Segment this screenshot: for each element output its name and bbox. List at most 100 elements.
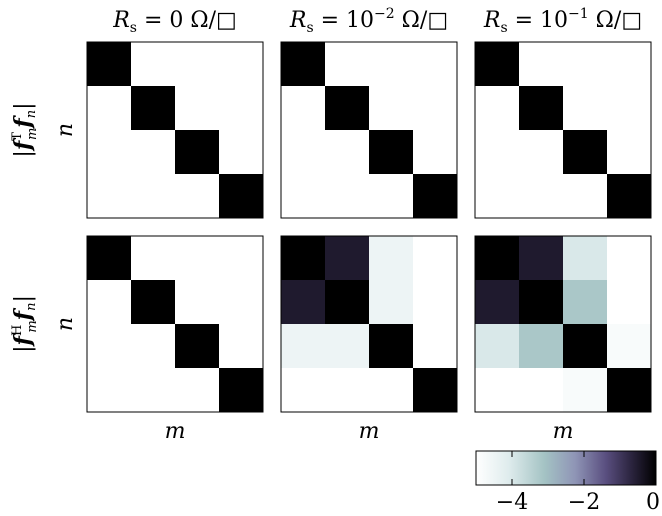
cell-r1-c3-1-3 [563,42,608,87]
cell-r2-c1-2-2 [131,280,176,325]
cell-r2-c2-1-1 [281,236,326,281]
cell-r2-c3-4-1 [475,368,520,413]
cell-r1-c2-4-2 [325,174,370,219]
cell-r1-c2-3-3 [369,130,414,175]
colorbar-gradient [475,450,657,486]
cell-r2-c2-1-3 [369,236,414,281]
colorbar-tick-label-2: −2 [568,490,600,515]
panel-r2-c2 [280,235,458,413]
cell-r2-c3-4-3 [563,368,608,413]
panel-frame-r1-c3 [474,41,652,219]
cell-r1-c1-2-1 [87,86,132,131]
cell-r2-c2-2-3 [369,280,414,325]
cell-r1-c2-4-3 [369,174,414,219]
cell-r2-c3-3-1 [475,324,520,369]
cell-r1-c3-3-3 [563,130,608,175]
cell-r1-c1-3-2 [131,130,176,175]
y-axis-label-row-2: n [53,317,78,331]
cell-r2-c1-4-4 [219,368,264,413]
cell-r2-c1-3-1 [87,324,132,369]
cell-r2-c1-3-4 [219,324,264,369]
cell-r2-c1-2-4 [219,280,264,325]
column-title-1: Rs = 0 Ω/□ [112,8,237,36]
cell-r2-c1-1-4 [219,236,264,281]
cell-r2-c1-4-3 [175,368,220,413]
panel-r2-c1 [86,235,264,413]
cell-r2-c3-3-2 [519,324,564,369]
cell-r2-c2-4-1 [281,368,326,413]
cell-r1-c1-3-1 [87,130,132,175]
cell-r1-c3-3-4 [607,130,652,175]
cell-r1-c1-4-4 [219,174,264,219]
cell-r1-c1-3-4 [219,130,264,175]
cell-r2-c3-1-4 [607,236,652,281]
cell-r2-c2-2-4 [413,280,458,325]
cell-r2-c2-4-4 [413,368,458,413]
cell-r2-c3-3-4 [607,324,652,369]
panel-r1-c2 [280,41,458,219]
cell-r1-c1-4-2 [131,174,176,219]
cell-r1-c1-4-1 [87,174,132,219]
panel-frame-r1-c2 [280,41,458,219]
cell-r1-c1-2-3 [175,86,220,131]
cell-r2-c2-4-3 [369,368,414,413]
cell-r1-c1-1-1 [87,42,132,87]
cell-r1-c1-4-3 [175,174,220,219]
cell-r2-c2-3-1 [281,324,326,369]
cell-r2-c2-4-2 [325,368,370,413]
row-label-1: |fTmfn| [10,102,40,157]
panel-frame-r2-c2 [280,235,458,413]
cell-r2-c3-4-2 [519,368,564,413]
cell-r2-c3-1-3 [563,236,608,281]
cell-r1-c1-2-4 [219,86,264,131]
cell-r1-c2-3-1 [281,130,326,175]
colorbar: −4 −2 0 [475,450,660,515]
cell-r1-c1-1-4 [219,42,264,87]
cell-r1-c2-1-4 [413,42,458,87]
cell-r2-c2-3-3 [369,324,414,369]
cell-r2-c2-2-1 [281,280,326,325]
cell-r2-c1-1-1 [87,236,132,281]
cell-r1-c3-2-1 [475,86,520,131]
cell-r2-c3-2-4 [607,280,652,325]
cell-r1-c3-3-1 [475,130,520,175]
cell-r1-c1-1-3 [175,42,220,87]
x-axis-label-2: m [359,419,380,444]
cell-r2-c1-2-1 [87,280,132,325]
cell-r2-c1-1-2 [131,236,176,281]
cell-r1-c3-4-3 [563,174,608,219]
colorbar-tick-label-1: −4 [496,490,528,515]
panel-frame-r2-c1 [86,235,264,413]
panel-r2-c3 [474,235,652,413]
colorbar-tick-label-3: 0 [646,490,660,515]
cell-r2-c1-4-1 [87,368,132,413]
cell-r1-c2-2-1 [281,86,326,131]
cell-r2-c3-2-2 [519,280,564,325]
cell-r1-c2-1-1 [281,42,326,87]
cell-r1-c3-4-1 [475,174,520,219]
cell-r2-c3-3-3 [563,324,608,369]
cell-r1-c3-3-2 [519,130,564,175]
cell-r2-c2-1-4 [413,236,458,281]
cell-r2-c3-4-4 [607,368,652,413]
cell-r1-c2-1-2 [325,42,370,87]
cell-r1-c3-4-2 [519,174,564,219]
x-axis-label-1: m [165,419,186,444]
cell-r2-c1-3-3 [175,324,220,369]
cell-r1-c2-3-4 [413,130,458,175]
panel-frame-r2-c3 [474,235,652,413]
cell-r2-c3-1-2 [519,236,564,281]
cell-r2-c3-2-3 [563,280,608,325]
cell-r2-c2-2-2 [325,280,370,325]
cell-r1-c1-2-2 [131,86,176,131]
cell-r2-c2-3-4 [413,324,458,369]
cell-r2-c1-4-2 [131,368,176,413]
cell-r2-c3-2-1 [475,280,520,325]
y-axis-label-row-1: n [53,123,78,137]
cell-r1-c2-1-3 [369,42,414,87]
cell-r1-c3-1-1 [475,42,520,87]
cell-r1-c1-1-2 [131,42,176,87]
x-axis-label-3: m [553,419,574,444]
cell-r1-c3-1-2 [519,42,564,87]
